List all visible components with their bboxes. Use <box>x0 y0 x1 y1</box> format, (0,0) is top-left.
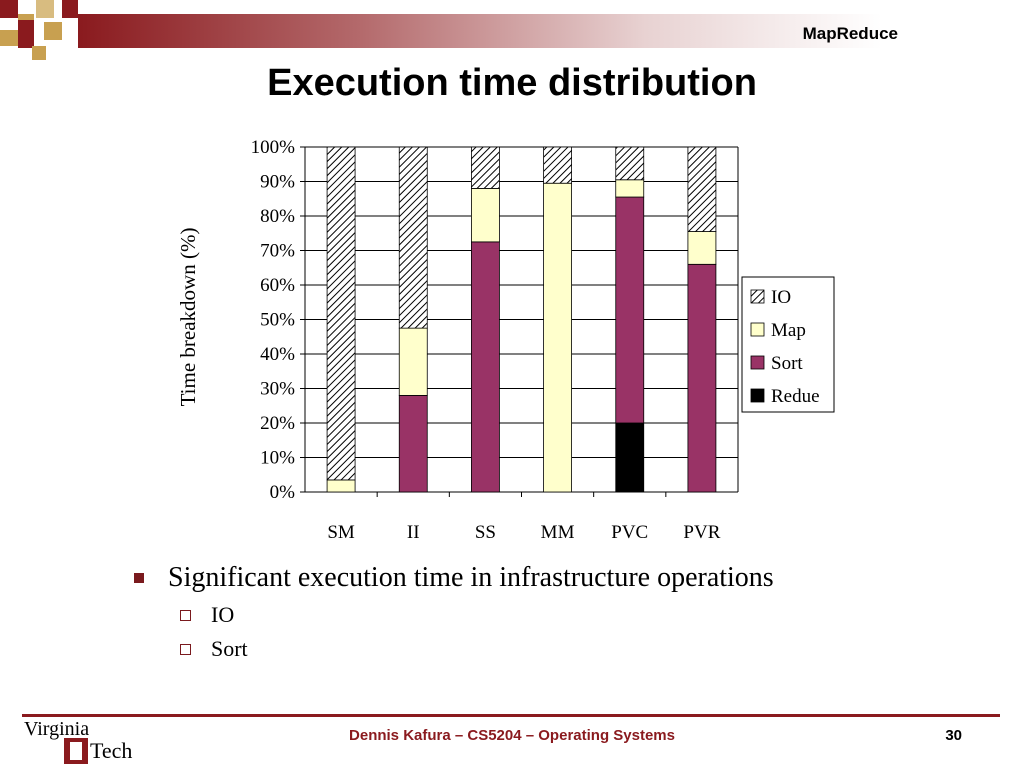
chart-legend: IO Map Sort Redue <box>741 276 835 413</box>
decor-square <box>36 0 54 18</box>
legend-swatch-sort <box>750 355 765 370</box>
y-tick-label: 0% <box>270 482 296 503</box>
y-axis-ticks: 0% 10% 20% 30% 40% 50% 60% 70% 80% 90% 100% <box>251 137 296 503</box>
bar-pvc-io <box>615 146 645 181</box>
sub-bullet-text: Sort <box>211 636 248 661</box>
x-tick-label: PVC <box>611 522 648 543</box>
bullet-list: Significant execution time in infrastruc… <box>128 562 774 662</box>
chart-bars <box>326 146 717 493</box>
decor-square <box>18 20 34 48</box>
bar-mm-io <box>543 146 572 184</box>
y-tick-label: 90% <box>260 172 295 193</box>
x-tick-label: MM <box>541 522 575 543</box>
bar-sm-io <box>326 146 356 481</box>
bar-pvr-io <box>687 146 717 232</box>
bullet-item: Significant execution time in infrastruc… <box>128 562 774 594</box>
decor-square <box>44 22 62 40</box>
y-tick-label: 10% <box>260 448 295 469</box>
page-number: 30 <box>945 727 962 744</box>
chart: 0% 10% 20% 30% 40% 50% 60% 70% 80% 90% 100% SM II SS… <box>176 137 835 543</box>
y-tick-label: 20% <box>260 413 295 434</box>
x-tick-label: II <box>407 522 420 543</box>
bar-pvc-map <box>615 179 645 198</box>
legend-label: Map <box>771 320 806 341</box>
y-axis-label: Time breakdown (%) <box>176 228 200 407</box>
decor-square <box>32 46 46 60</box>
logo-text-line2: Tech <box>90 738 133 763</box>
x-axis-ticks: SM II SS MM PVC PVR <box>327 522 720 543</box>
chart-gridlines <box>300 146 739 497</box>
legend-label: Sort <box>771 353 803 374</box>
sub-bullet-marker-icon <box>180 643 191 655</box>
logo-text-line1: Virginia <box>24 718 90 740</box>
sub-bullet-item: IO <box>180 602 774 628</box>
x-tick-label: SM <box>327 522 355 543</box>
footer-text: Dennis Kafura – CS5204 – Operating Syste… <box>349 727 675 744</box>
bar-sm-map <box>326 479 356 493</box>
y-tick-label: 40% <box>260 344 295 365</box>
legend-label: Redue <box>771 386 820 407</box>
bar-ss-sort <box>471 241 500 493</box>
y-tick-label: 100% <box>251 137 296 158</box>
y-tick-label: 50% <box>260 310 295 331</box>
logo-mark-icon <box>64 738 88 764</box>
header-band <box>78 14 1024 48</box>
sub-bullet-text: IO <box>211 602 235 627</box>
bar-ii-io <box>398 146 428 329</box>
bar-pvc-sort <box>615 196 645 424</box>
bar-ii-sort <box>398 394 428 493</box>
decor-square <box>62 0 78 18</box>
sub-bullet-marker-icon <box>180 609 191 621</box>
decor-square <box>0 0 18 18</box>
y-tick-label: 60% <box>260 275 295 296</box>
x-tick-label: PVR <box>683 522 720 543</box>
legend-swatch-map <box>750 322 765 337</box>
legend-swatch-redue <box>750 388 765 403</box>
x-tick-label: SS <box>475 522 496 543</box>
decor-square <box>0 30 18 46</box>
y-tick-label: 70% <box>260 241 295 262</box>
header-label: MapReduce <box>802 24 898 43</box>
bar-ss-map <box>471 188 500 243</box>
bar-pvc-redue <box>615 422 645 493</box>
footer-rule <box>22 714 1000 717</box>
bar-ii-map <box>398 327 428 396</box>
bullet-marker-icon <box>134 573 144 583</box>
bar-ss-io <box>471 146 500 189</box>
bar-mm-map <box>543 182 572 493</box>
bar-pvr-map <box>687 231 717 265</box>
slide-title: Execution time distribution <box>267 62 757 104</box>
sub-bullet-item: Sort <box>180 636 774 662</box>
bar-pvr-sort <box>687 263 717 493</box>
y-tick-label: 30% <box>260 379 295 400</box>
bullet-text: Significant execution time in infrastruc… <box>168 562 774 593</box>
legend-swatch-io <box>750 289 765 304</box>
university-logo: Virginia Tech <box>24 718 136 764</box>
y-tick-label: 80% <box>260 206 295 227</box>
legend-label: IO <box>771 287 791 308</box>
